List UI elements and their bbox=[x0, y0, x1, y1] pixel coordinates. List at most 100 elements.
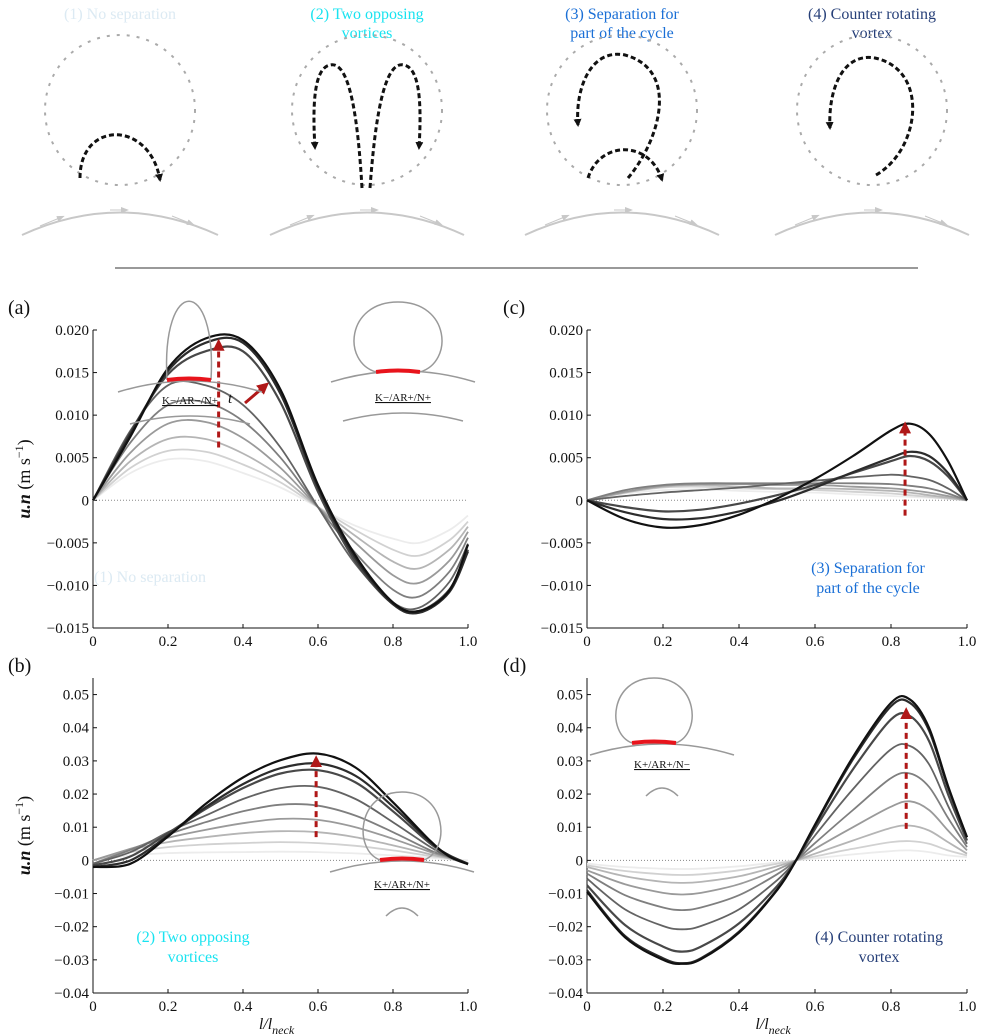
series-line-4 bbox=[92, 419, 469, 585]
x-tick-label: 1.0 bbox=[958, 634, 977, 650]
y-tick-label: −0.005 bbox=[541, 536, 583, 552]
y-tick-label: −0.01 bbox=[54, 887, 89, 903]
x-tick-label: 0.6 bbox=[309, 999, 328, 1015]
x-tick-label: 0.8 bbox=[384, 634, 403, 650]
y-tick-label: 0.05 bbox=[63, 688, 89, 704]
panel-annotation: (1) No separation bbox=[94, 569, 206, 586]
series-line-6 bbox=[92, 784, 469, 865]
x-tick-label: 0.6 bbox=[806, 634, 825, 650]
y-tick-label: 0.02 bbox=[63, 787, 89, 803]
panel-label: (c) bbox=[503, 297, 525, 319]
single-arc-vortex-icon bbox=[21, 34, 219, 236]
x-tick-label: 0.2 bbox=[654, 634, 673, 650]
y-tick-label: 0.015 bbox=[549, 366, 583, 382]
y-tick-label: −0.02 bbox=[548, 920, 583, 936]
y-tick-label: −0.01 bbox=[548, 887, 583, 903]
y-tick-label: 0.020 bbox=[55, 323, 89, 339]
y-tick-label: 0.015 bbox=[55, 366, 89, 382]
x-tick-label: 0 bbox=[89, 999, 97, 1015]
x-tick-label: 0.2 bbox=[654, 999, 673, 1015]
series-line-6 bbox=[586, 473, 968, 502]
series-line-2 bbox=[92, 448, 469, 557]
x-tick-label: 0 bbox=[583, 999, 591, 1015]
schematic-label-2: vortices bbox=[342, 25, 393, 42]
schematic-label-2: (2) Two opposing bbox=[310, 6, 423, 23]
partial-separation-vortex-icon bbox=[524, 34, 720, 236]
x-tick-label: 0.4 bbox=[730, 634, 749, 650]
schematic-label-3: (3) Separation for bbox=[565, 6, 679, 23]
panel-d: (d) 0.05 0.04 0.03 0.02 0.01 0 −0.01 −0.02 −0.03 −… bbox=[503, 655, 976, 1035]
x-tick-label: 1.0 bbox=[958, 999, 977, 1015]
y-tick-label: 0.005 bbox=[55, 451, 89, 467]
y-tick-label: 0 bbox=[82, 853, 90, 869]
series-line-7 bbox=[586, 454, 968, 513]
series-line-2 bbox=[92, 841, 469, 865]
panel-label: (a) bbox=[8, 297, 30, 319]
y-tick-label: 0.03 bbox=[557, 754, 583, 770]
y-tick-label: 0 bbox=[576, 853, 584, 869]
series-line-1 bbox=[92, 457, 469, 545]
x-tick-label: 0.2 bbox=[159, 634, 178, 650]
y-tick-label: −0.04 bbox=[548, 986, 583, 1002]
y-tick-label: −0.015 bbox=[541, 621, 583, 637]
y-tick-label: −0.010 bbox=[47, 578, 89, 594]
schematic-label-3: part of the cycle bbox=[570, 25, 674, 42]
y-axis-label: u.n (m s−1) bbox=[12, 796, 35, 875]
series-line-9 bbox=[92, 752, 469, 869]
aneurysm-inset-icon bbox=[330, 301, 476, 422]
series-line-3 bbox=[92, 435, 469, 570]
inset-label: K−/AR−/N+ bbox=[162, 395, 218, 407]
y-tick-label: −0.02 bbox=[54, 920, 89, 936]
series-line-5 bbox=[586, 482, 968, 502]
panel-b: (b) 0.05 0.04 0.03 0.02 0.01 0 −0.01 −0.02 −0.03 −… bbox=[8, 655, 477, 1035]
x-tick-label: 0.8 bbox=[882, 634, 901, 650]
y-tick-label: 0.010 bbox=[55, 408, 89, 424]
series-line-9 bbox=[586, 694, 969, 965]
x-tick-label: 0 bbox=[89, 634, 97, 650]
x-tick-label: 0.6 bbox=[309, 634, 328, 650]
panel-annotation: (3) Separation for bbox=[811, 560, 925, 577]
x-tick-label: 0.6 bbox=[806, 999, 825, 1015]
panel-annotation: vortex bbox=[859, 949, 900, 966]
inset-label: K+/AR+/N+ bbox=[374, 879, 430, 891]
schematic-label-4: vortex bbox=[852, 25, 893, 42]
panel-label: (b) bbox=[8, 655, 31, 677]
x-axis-label: l/lneck bbox=[755, 1016, 791, 1035]
x-tick-label: 0.4 bbox=[730, 999, 749, 1015]
y-tick-label: −0.03 bbox=[548, 953, 583, 969]
counter-rotating-vortex-icon bbox=[774, 34, 970, 236]
y-tick-label: 0.04 bbox=[557, 721, 584, 737]
two-opposing-vortices-icon bbox=[269, 34, 465, 236]
x-tick-label: 1.0 bbox=[459, 634, 478, 650]
time-label: t bbox=[228, 391, 233, 407]
x-tick-label: 0.4 bbox=[234, 634, 253, 650]
panel-annotation: vortices bbox=[168, 949, 219, 966]
x-tick-label: 0.4 bbox=[234, 999, 253, 1015]
schematic-label-1: (1) No separation bbox=[64, 6, 176, 23]
y-tick-label: −0.04 bbox=[54, 986, 89, 1002]
x-tick-label: 0 bbox=[583, 634, 591, 650]
series-line-9 bbox=[92, 333, 470, 613]
x-tick-label: 0.2 bbox=[159, 999, 178, 1015]
series-line-8 bbox=[586, 450, 968, 521]
panel-annotation: part of the cycle bbox=[816, 580, 920, 597]
y-tick-label: 0.010 bbox=[549, 408, 583, 424]
series-line-1 bbox=[92, 850, 469, 862]
x-tick-label: 0.8 bbox=[882, 999, 901, 1015]
series-line-7 bbox=[586, 712, 969, 953]
y-axis-label: u.n (m s−1) bbox=[12, 439, 35, 518]
y-tick-label: 0.020 bbox=[549, 323, 583, 339]
y-tick-label: 0.01 bbox=[557, 820, 583, 836]
aneurysm-inset-icon bbox=[589, 677, 735, 797]
y-tick-label: −0.015 bbox=[47, 621, 89, 637]
aneurysm-inset-icon bbox=[329, 791, 475, 917]
y-tick-label: −0.005 bbox=[47, 536, 89, 552]
series-line-9 bbox=[586, 422, 968, 529]
panel-a: (a) 0.020 0.015 0.010 0.005 0 −0.005 −0.010 −0.0… bbox=[8, 297, 477, 650]
y-tick-label: 0.005 bbox=[549, 451, 583, 467]
y-tick-label: 0.04 bbox=[63, 721, 90, 737]
y-tick-label: −0.03 bbox=[54, 953, 89, 969]
panel-annotation: (4) Counter rotating bbox=[815, 929, 943, 946]
series-line-8 bbox=[586, 698, 969, 965]
series-line-6 bbox=[92, 380, 469, 611]
